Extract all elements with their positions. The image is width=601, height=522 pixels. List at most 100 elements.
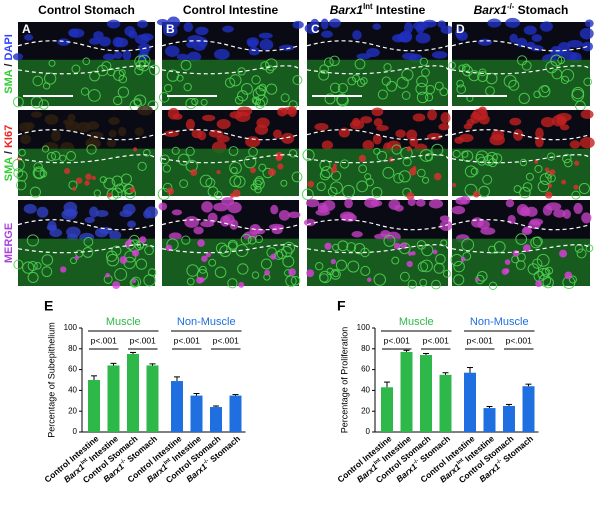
nucleus [451, 205, 466, 215]
text-segment: DAPI [3, 34, 15, 60]
nucleus [525, 206, 538, 217]
muscle-cell [88, 89, 101, 102]
muscle-cell [376, 150, 388, 162]
muscle-cell [236, 90, 249, 102]
error-bar [467, 367, 473, 373]
muscle-cell [583, 77, 593, 87]
error-bar [149, 363, 156, 366]
micrograph [450, 195, 594, 291]
muscle-cell [339, 159, 350, 169]
muscle-cell [419, 57, 429, 66]
y-tick-label: 60 [68, 365, 77, 374]
ki67-cell [330, 258, 336, 265]
micrograph [12, 19, 160, 113]
text-segment: MERGE [3, 223, 15, 263]
muscle-cell [353, 243, 366, 255]
muscle-cell [229, 161, 242, 175]
muscle-cell [180, 59, 192, 71]
muscle-cell [200, 98, 208, 106]
nucleus [12, 53, 24, 61]
muscle-cell [185, 146, 195, 157]
ki67-cell [330, 166, 338, 174]
muscle-cell [538, 85, 551, 98]
bar [190, 395, 203, 432]
ki67-cell [85, 173, 92, 181]
muscle-cell [228, 146, 239, 156]
bar [503, 406, 515, 432]
nucleus [581, 41, 593, 52]
ki67-cell [475, 277, 480, 282]
nucleus [216, 135, 230, 143]
nucleus [553, 209, 566, 218]
muscle-cell [324, 93, 336, 105]
muscle-cell [164, 83, 173, 93]
ki67-cell [131, 278, 137, 284]
muscle-cell [177, 153, 190, 166]
ki67-cell [64, 168, 71, 175]
muscle-cell [243, 155, 257, 169]
muscle-cell [265, 58, 278, 71]
nucleus [139, 33, 154, 41]
nucleus [220, 215, 231, 227]
muscle-cell [120, 173, 132, 185]
nucleus [137, 105, 153, 116]
ki67-cell [547, 183, 553, 188]
nucleus [67, 113, 76, 122]
row-label: SMA / DAPI [3, 34, 15, 94]
muscle-cell [371, 186, 383, 198]
muscle-cell [230, 166, 238, 174]
muscle-cell [383, 234, 396, 247]
boundary-line [451, 244, 591, 254]
ki67-cell [406, 192, 415, 200]
muscle-cell [420, 259, 433, 273]
muscle-cell [186, 277, 195, 286]
nucleus [235, 111, 251, 123]
nucleus [521, 227, 533, 236]
y-tick-label: 0 [366, 427, 371, 436]
nucleus [61, 209, 77, 220]
ki67-cell [472, 190, 480, 198]
text-segment: Stomach [514, 3, 568, 17]
muscle-cell [417, 261, 429, 272]
muscle-cell [562, 153, 572, 164]
muscle-cell [80, 87, 90, 96]
muscle-cell [51, 151, 61, 161]
ki67-cell [549, 169, 556, 176]
muscle-cell [41, 254, 54, 266]
ki67-cell [268, 168, 276, 177]
nucleus [477, 38, 493, 46]
muscle-cell [456, 84, 467, 94]
panel-label: A [22, 22, 31, 36]
text-segment: SMA [3, 69, 15, 94]
ki67-cell [275, 151, 284, 160]
muscle-cell [292, 75, 303, 85]
muscle-cell [46, 151, 57, 162]
nucleus [351, 230, 363, 238]
nucleus [455, 27, 464, 39]
muscle-cell [532, 236, 543, 247]
ki67-cell [574, 160, 580, 166]
smooth-muscle [307, 59, 448, 106]
nucleus [106, 19, 121, 29]
nucleus [428, 199, 444, 209]
column-header: Barx1Int Intestine [330, 2, 426, 18]
muscle-cell [485, 72, 498, 85]
nucleus [395, 129, 406, 138]
nucleus [201, 201, 213, 213]
nucleus [560, 124, 570, 131]
muscle-cell [32, 75, 44, 87]
nucleus [509, 33, 518, 44]
muscle-cell [234, 95, 244, 105]
error-bar [91, 375, 97, 380]
nucleus [349, 120, 365, 130]
nucleus [341, 213, 357, 222]
ki67-cell [559, 249, 568, 258]
muscle-cell [571, 86, 585, 100]
text-segment: Int [456, 458, 465, 467]
muscle-cell [434, 81, 444, 91]
y-tick-label: 80 [361, 344, 370, 353]
error-bar [486, 406, 493, 409]
muscle-cell [118, 74, 128, 84]
text-segment: -/- [496, 458, 504, 466]
ki67-cell [105, 272, 110, 278]
